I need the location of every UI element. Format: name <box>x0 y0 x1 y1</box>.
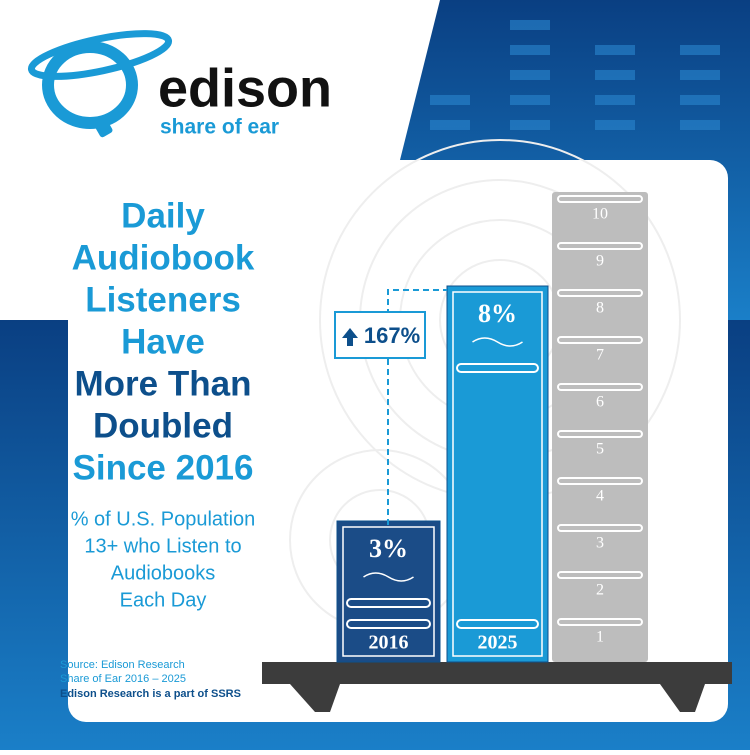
value-label: 8% <box>478 299 517 328</box>
subtitle-line: % of U.S. Population <box>71 508 256 530</box>
annotation-connector <box>387 289 447 525</box>
shelf <box>262 662 732 712</box>
tick-line <box>557 618 643 626</box>
category-label: 2016 <box>369 632 409 654</box>
tick-label: 5 <box>596 441 604 458</box>
source-line: Share of Ear 2016 – 2025 <box>60 673 186 685</box>
bar-inner <box>452 291 543 657</box>
tick-line <box>557 242 643 250</box>
brand-tagline: share of ear <box>160 116 279 139</box>
title-line: Daily <box>121 196 205 235</box>
scale-book <box>552 192 648 662</box>
bar-inner <box>342 526 435 657</box>
logo-base <box>93 116 113 138</box>
band <box>456 363 539 373</box>
tick-label: 1 <box>596 629 604 646</box>
tick-label: 4 <box>596 488 604 505</box>
tick-line <box>557 477 643 485</box>
logo-ring <box>42 41 138 129</box>
tick-label: 7 <box>596 347 604 364</box>
tick-line <box>557 524 643 532</box>
band <box>456 619 539 629</box>
source-line: Source: Edison Research <box>60 659 185 671</box>
flourish <box>472 337 523 347</box>
title-line: Since 2016 <box>73 448 254 487</box>
tick-label: 3 <box>596 535 604 552</box>
subtitle-line: Audiobooks <box>111 562 216 584</box>
annotation-group: 167% <box>334 289 447 525</box>
tick-line <box>557 571 643 579</box>
tick-line <box>557 383 643 391</box>
title-line: Doubled <box>93 406 233 445</box>
subtitle-line: Each Day <box>120 589 207 611</box>
title-line: Have <box>121 322 205 361</box>
title-line: Audiobook <box>72 238 255 277</box>
bar <box>446 285 549 663</box>
band <box>346 598 431 608</box>
annotation: 167% <box>364 323 420 348</box>
flourish <box>363 572 414 582</box>
equalizer-pattern <box>430 20 720 130</box>
category-label: 2025 <box>478 632 518 654</box>
bar <box>336 520 441 663</box>
title-line: More Than <box>75 364 252 403</box>
tick-line <box>557 336 643 344</box>
tick-line <box>557 289 643 297</box>
tick-line <box>557 195 643 203</box>
logo-orbit <box>27 30 173 80</box>
logo: edison share of ear <box>27 30 332 139</box>
footnote: Edison Research is a part of SSRS <box>60 688 241 700</box>
tick-label: 2 <box>596 582 604 599</box>
tick-label: 8 <box>596 300 604 317</box>
diagonal <box>400 0 440 160</box>
value-label: 3% <box>369 534 408 563</box>
band <box>346 619 431 629</box>
up-arrow <box>342 328 358 346</box>
brand-name: edison <box>158 58 332 118</box>
subtitle-line: 13+ who Listen to <box>84 535 241 557</box>
tick-label: 6 <box>596 394 604 411</box>
tick-line <box>557 430 643 438</box>
tick-label: 10 <box>592 206 608 223</box>
title-line: Listeners <box>85 280 241 319</box>
tick-label: 9 <box>596 253 604 270</box>
